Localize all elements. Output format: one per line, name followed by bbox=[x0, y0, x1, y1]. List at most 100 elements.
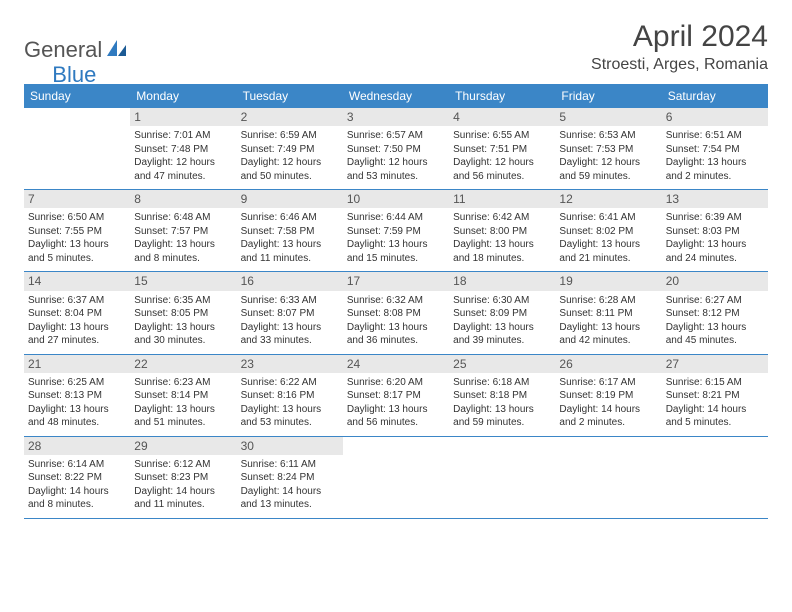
day-number: 6 bbox=[662, 108, 768, 126]
day-number: 23 bbox=[237, 355, 343, 373]
day-number: 13 bbox=[662, 190, 768, 208]
daylight-text: Daylight: 13 hours and 15 minutes. bbox=[347, 238, 445, 265]
day-cell: 7Sunrise: 6:50 AMSunset: 7:55 PMDaylight… bbox=[24, 190, 130, 271]
day-cell: 0 bbox=[662, 437, 768, 518]
day-cell: 18Sunrise: 6:30 AMSunset: 8:09 PMDayligh… bbox=[449, 272, 555, 353]
day-number: 29 bbox=[130, 437, 236, 455]
day-cell: 21 Sunrise: 6:25 AMSunset: 8:13 PMDayligh… bbox=[24, 355, 130, 436]
sunset-text: Sunset: 8:02 PM bbox=[559, 225, 657, 239]
day-number: 26 bbox=[555, 355, 661, 373]
sunrise-text: Sunrise: 6:27 AM bbox=[666, 294, 764, 308]
day-number: 2 bbox=[237, 108, 343, 126]
day-number: 25 bbox=[449, 355, 555, 373]
sunrise-text: Sunrise: 6:46 AM bbox=[241, 211, 339, 225]
sunset-text: Sunset: 8:11 PM bbox=[559, 307, 657, 321]
weekday-header: Tuesday bbox=[237, 84, 343, 108]
day-number: 11 bbox=[449, 190, 555, 208]
weekday-header: Monday bbox=[130, 84, 236, 108]
sunrise-text: Sunrise: 7:01 AM bbox=[134, 129, 232, 143]
weekday-header: Thursday bbox=[449, 84, 555, 108]
day-number: 28 bbox=[24, 437, 130, 455]
day-number: 1 bbox=[130, 108, 236, 126]
logo-sail-icon bbox=[106, 39, 128, 62]
daylight-text: Daylight: 13 hours and 24 minutes. bbox=[666, 238, 764, 265]
sunset-text: Sunset: 8:21 PM bbox=[666, 389, 764, 403]
sunset-text: Sunset: 8:04 PM bbox=[28, 307, 126, 321]
sunrise-text: Sunrise: 6:59 AM bbox=[241, 129, 339, 143]
sunrise-text: Sunrise: 6:14 AM bbox=[28, 458, 126, 472]
sunset-text: Sunset: 7:51 PM bbox=[453, 143, 551, 157]
daylight-text: Daylight: 13 hours and 27 minutes. bbox=[28, 321, 126, 348]
daylight-text: Daylight: 13 hours and 48 minutes. bbox=[28, 403, 126, 430]
day-cell: 11Sunrise: 6:42 AMSunset: 8:00 PMDayligh… bbox=[449, 190, 555, 271]
day-number: 27 bbox=[662, 355, 768, 373]
sunrise-text: Sunrise: 6:44 AM bbox=[347, 211, 445, 225]
weekday-header-row: SundayMondayTuesdayWednesdayThursdayFrid… bbox=[24, 84, 768, 108]
day-cell: 12Sunrise: 6:41 AMSunset: 8:02 PMDayligh… bbox=[555, 190, 661, 271]
day-cell: 19Sunrise: 6:28 AMSunset: 8:11 PMDayligh… bbox=[555, 272, 661, 353]
daylight-text: Daylight: 13 hours and 36 minutes. bbox=[347, 321, 445, 348]
daylight-text: Daylight: 12 hours and 47 minutes. bbox=[134, 156, 232, 183]
day-number: 14 bbox=[24, 272, 130, 290]
day-cell: 28 Sunrise: 6:14 AMSunset: 8:22 PMDayligh… bbox=[24, 437, 130, 518]
day-cell: 22Sunrise: 6:23 AMSunset: 8:14 PMDayligh… bbox=[130, 355, 236, 436]
sunset-text: Sunset: 7:54 PM bbox=[666, 143, 764, 157]
sunset-text: Sunset: 8:05 PM bbox=[134, 307, 232, 321]
sunrise-text: Sunrise: 6:51 AM bbox=[666, 129, 764, 143]
day-number: 9 bbox=[237, 190, 343, 208]
day-number: 5 bbox=[555, 108, 661, 126]
day-number: 15 bbox=[130, 272, 236, 290]
sunset-text: Sunset: 8:12 PM bbox=[666, 307, 764, 321]
daylight-text: Daylight: 13 hours and 21 minutes. bbox=[559, 238, 657, 265]
sunset-text: Sunset: 8:14 PM bbox=[134, 389, 232, 403]
daylight-text: Daylight: 13 hours and 56 minutes. bbox=[347, 403, 445, 430]
daylight-text: Daylight: 13 hours and 42 minutes. bbox=[559, 321, 657, 348]
sunset-text: Sunset: 8:07 PM bbox=[241, 307, 339, 321]
daylight-text: Daylight: 13 hours and 51 minutes. bbox=[134, 403, 232, 430]
day-number: 21 bbox=[24, 355, 130, 373]
daylight-text: Daylight: 13 hours and 30 minutes. bbox=[134, 321, 232, 348]
daylight-text: Daylight: 14 hours and 2 minutes. bbox=[559, 403, 657, 430]
day-cell: 8Sunrise: 6:48 AMSunset: 7:57 PMDaylight… bbox=[130, 190, 236, 271]
week-row: 7Sunrise: 6:50 AMSunset: 7:55 PMDaylight… bbox=[24, 190, 768, 272]
sunrise-text: Sunrise: 6:25 AM bbox=[28, 376, 126, 390]
day-cell: 24Sunrise: 6:20 AMSunset: 8:17 PMDayligh… bbox=[343, 355, 449, 436]
sunrise-text: Sunrise: 6:33 AM bbox=[241, 294, 339, 308]
day-cell: 3Sunrise: 6:57 AMSunset: 7:50 PMDaylight… bbox=[343, 108, 449, 189]
day-number: 4 bbox=[449, 108, 555, 126]
page-title: April 2024 bbox=[591, 20, 768, 54]
day-number: 19 bbox=[555, 272, 661, 290]
sunset-text: Sunset: 8:19 PM bbox=[559, 389, 657, 403]
sunset-text: Sunset: 8:18 PM bbox=[453, 389, 551, 403]
sunrise-text: Sunrise: 6:50 AM bbox=[28, 211, 126, 225]
sunset-text: Sunset: 8:00 PM bbox=[453, 225, 551, 239]
weekday-header: Wednesday bbox=[343, 84, 449, 108]
daylight-text: Daylight: 13 hours and 53 minutes. bbox=[241, 403, 339, 430]
daylight-text: Daylight: 14 hours and 5 minutes. bbox=[666, 403, 764, 430]
day-cell: 9Sunrise: 6:46 AMSunset: 7:58 PMDaylight… bbox=[237, 190, 343, 271]
sunset-text: Sunset: 8:13 PM bbox=[28, 389, 126, 403]
daylight-text: Daylight: 13 hours and 11 minutes. bbox=[241, 238, 339, 265]
daylight-text: Daylight: 13 hours and 8 minutes. bbox=[134, 238, 232, 265]
sunset-text: Sunset: 8:22 PM bbox=[28, 471, 126, 485]
sunrise-text: Sunrise: 6:12 AM bbox=[134, 458, 232, 472]
sunrise-text: Sunrise: 6:57 AM bbox=[347, 129, 445, 143]
day-number: 17 bbox=[343, 272, 449, 290]
daylight-text: Daylight: 14 hours and 8 minutes. bbox=[28, 485, 126, 512]
day-cell: 20Sunrise: 6:27 AMSunset: 8:12 PMDayligh… bbox=[662, 272, 768, 353]
day-number: 16 bbox=[237, 272, 343, 290]
sunset-text: Sunset: 7:59 PM bbox=[347, 225, 445, 239]
sunset-text: Sunset: 8:16 PM bbox=[241, 389, 339, 403]
day-number: 24 bbox=[343, 355, 449, 373]
sunset-text: Sunset: 7:57 PM bbox=[134, 225, 232, 239]
day-number: 12 bbox=[555, 190, 661, 208]
day-cell: 25Sunrise: 6:18 AMSunset: 8:18 PMDayligh… bbox=[449, 355, 555, 436]
day-cell: 15Sunrise: 6:35 AMSunset: 8:05 PMDayligh… bbox=[130, 272, 236, 353]
day-cell: 23Sunrise: 6:22 AMSunset: 8:16 PMDayligh… bbox=[237, 355, 343, 436]
day-cell: 2Sunrise: 6:59 AMSunset: 7:49 PMDaylight… bbox=[237, 108, 343, 189]
day-cell: 29Sunrise: 6:12 AMSunset: 8:23 PMDayligh… bbox=[130, 437, 236, 518]
day-number: 10 bbox=[343, 190, 449, 208]
sunrise-text: Sunrise: 6:30 AM bbox=[453, 294, 551, 308]
day-cell: 0 bbox=[449, 437, 555, 518]
daylight-text: Daylight: 12 hours and 56 minutes. bbox=[453, 156, 551, 183]
